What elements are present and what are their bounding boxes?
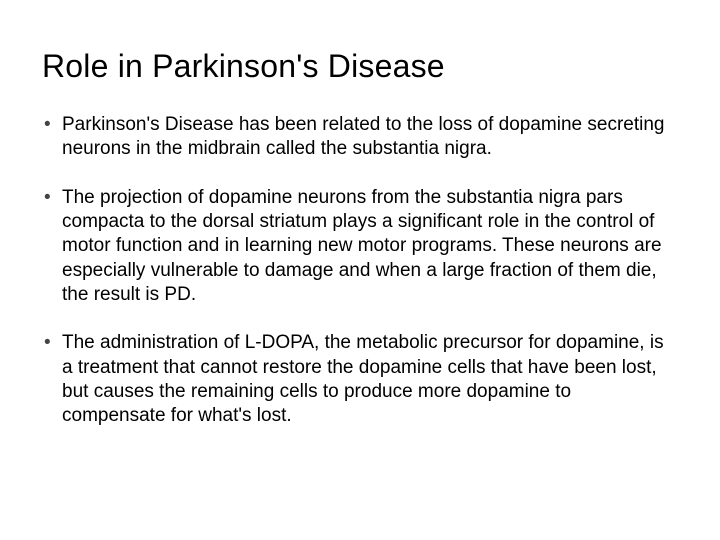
slide-title: Role in Parkinson's Disease xyxy=(42,48,678,85)
bullet-item: Parkinson's Disease has been related to … xyxy=(42,113,678,162)
slide-container: Role in Parkinson's Disease Parkinson's … xyxy=(0,0,720,540)
bullet-item: The projection of dopamine neurons from … xyxy=(42,186,678,308)
bullet-item: The administration of L-DOPA, the metabo… xyxy=(42,331,678,428)
bullet-list: Parkinson's Disease has been related to … xyxy=(42,113,678,428)
